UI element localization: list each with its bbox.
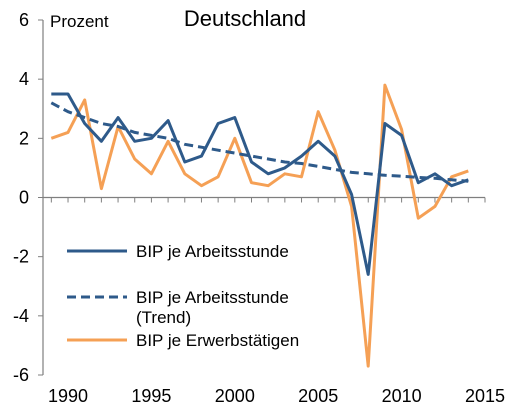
y-tick-label: -4 (13, 306, 29, 326)
series-line-2 (50, 101, 469, 183)
y-tick-label: -2 (13, 247, 29, 267)
x-tick-label: 2015 (465, 386, 505, 406)
legend-label-1: BIP je Arbeitsstunde (136, 242, 289, 261)
legend-label-2: BIP je Arbeitsstunde (136, 288, 289, 307)
x-tick-label: 1995 (131, 386, 171, 406)
legend-label-3: BIP je Erwerbstätigen (136, 331, 299, 350)
y-tick-label: 6 (19, 10, 29, 30)
x-tick-label: 2005 (298, 386, 338, 406)
y-tick-label: 4 (19, 69, 29, 89)
series-lines (50, 83, 469, 368)
axes: -6 -4 -2 0 2 4 6 1990 1995 2000 2005 2010 2015 (13, 10, 505, 406)
series-line-1 (51, 92, 469, 276)
x-tick-label: 2000 (215, 386, 255, 406)
x-tick-label: 1990 (48, 386, 88, 406)
x-tick-label: 2010 (382, 386, 422, 406)
legend: BIP je Arbeitsstunde BIP je Arbeitsstunde… (67, 242, 299, 350)
y-axis-label: Prozent (50, 12, 109, 31)
chart-title: Deutschland (184, 6, 306, 31)
y-tick-label: 0 (19, 188, 29, 208)
legend-label-2: (Trend) (136, 308, 191, 327)
series-line-3 (50, 83, 469, 368)
y-tick-label: 2 (19, 128, 29, 148)
y-tick-label: -6 (13, 365, 29, 385)
